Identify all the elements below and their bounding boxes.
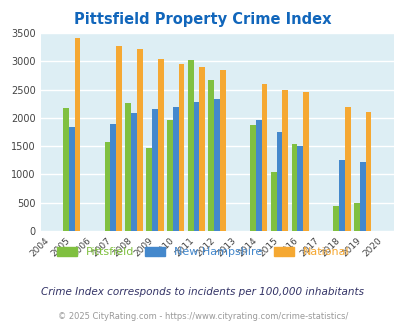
Bar: [104, 142, 110, 231]
Bar: [344, 107, 350, 231]
Bar: [249, 125, 255, 231]
Bar: [146, 148, 151, 231]
Bar: [270, 172, 276, 231]
Bar: [136, 50, 143, 231]
Bar: [303, 92, 308, 231]
Bar: [364, 112, 371, 231]
Bar: [220, 70, 225, 231]
Bar: [125, 103, 131, 231]
Bar: [353, 203, 359, 231]
Bar: [291, 144, 297, 231]
Bar: [63, 108, 69, 231]
Bar: [69, 127, 75, 231]
Bar: [158, 59, 163, 231]
Legend: Pittsfield, New Hampshire, National: Pittsfield, New Hampshire, National: [52, 242, 353, 262]
Text: © 2025 CityRating.com - https://www.cityrating.com/crime-statistics/: © 2025 CityRating.com - https://www.city…: [58, 312, 347, 321]
Bar: [214, 99, 220, 231]
Bar: [276, 132, 282, 231]
Bar: [166, 120, 172, 231]
Bar: [131, 113, 136, 231]
Bar: [151, 109, 158, 231]
Bar: [172, 107, 178, 231]
Bar: [297, 146, 303, 231]
Bar: [208, 80, 214, 231]
Bar: [261, 84, 267, 231]
Bar: [338, 160, 344, 231]
Bar: [359, 162, 364, 231]
Text: Crime Index corresponds to incidents per 100,000 inhabitants: Crime Index corresponds to incidents per…: [41, 287, 364, 297]
Bar: [333, 206, 338, 231]
Bar: [116, 46, 122, 231]
Bar: [178, 64, 184, 231]
Bar: [187, 60, 193, 231]
Bar: [255, 120, 261, 231]
Bar: [75, 38, 80, 231]
Bar: [110, 124, 116, 231]
Bar: [282, 89, 288, 231]
Text: Pittsfield Property Crime Index: Pittsfield Property Crime Index: [74, 12, 331, 27]
Bar: [199, 67, 205, 231]
Bar: [193, 102, 199, 231]
